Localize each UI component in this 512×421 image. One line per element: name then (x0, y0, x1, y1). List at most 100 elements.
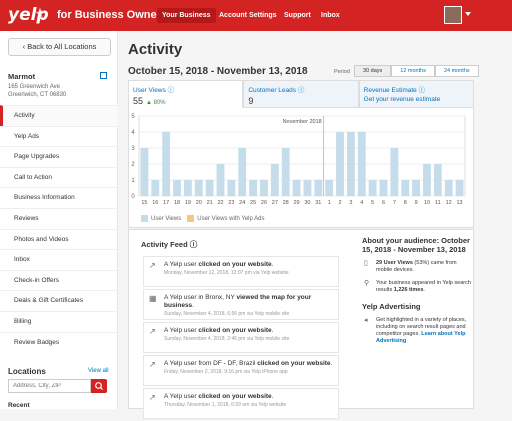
audience-search-row: ⚲ Your business appeared in Yelp search … (362, 280, 472, 294)
external-link-icon: ↗ (149, 261, 156, 270)
audience-search-post: . (423, 287, 425, 293)
period-label: Period (334, 69, 350, 75)
sidebar-item-deals[interactable]: Deals & Gift Certificates (0, 290, 118, 311)
mobile-icon: ▯ (364, 260, 368, 267)
sidebar-item-inbox[interactable]: Inbox (0, 249, 118, 270)
search-button[interactable] (91, 379, 107, 393)
stat-customer-leads[interactable]: Customer Leads ⓘ 9 (243, 80, 359, 108)
sidebar-item-check-in-offers[interactable]: Check-in Offers (0, 269, 118, 291)
sidebar-item-reviews[interactable]: Reviews (0, 207, 118, 229)
feed-item-meta: Monday, November 12, 2018, 12:07 pm via … (164, 270, 289, 276)
sidebar-item-page-upgrades[interactable]: Page Upgrades (0, 146, 118, 167)
x-tick-label: 24 (239, 200, 245, 206)
x-tick-label: 13 (457, 200, 463, 206)
stat-revenue-estimate[interactable]: Revenue Estimate ⓘ Get your revenue esti… (358, 80, 474, 108)
activity-feed-title: Activity Feed ⓘ (141, 239, 197, 250)
feed-item[interactable]: ↗ A Yelp user clicked on your website. Thu… (143, 388, 339, 419)
activity-feed-label: Activity Feed (141, 240, 188, 249)
audience-search-count: 1,226 times (393, 287, 424, 293)
feed-item-meta: Friday, November 2, 2018, 9:16 pm via Ye… (164, 369, 288, 375)
chevron-left-icon: ‹ (22, 42, 28, 51)
x-tick-label: 8 (404, 200, 407, 206)
legend-swatch-user-views (141, 215, 148, 222)
user-views-value: 55 (133, 96, 144, 106)
x-tick-label: 21 (207, 200, 213, 206)
x-tick-label: 17 (163, 200, 169, 206)
stat-user-views[interactable]: User Views ⓘ 55 ▲ 80% (128, 80, 244, 108)
bar (292, 180, 301, 196)
learn-yelp-advertising-link[interactable]: Learn about Yelp Advertising (376, 331, 466, 344)
feed-item[interactable]: ↗ A Yelp user clicked on your website. Mon… (143, 256, 339, 287)
period-30-days[interactable]: 30 days (354, 65, 392, 77)
sidebar-item-yelp-ads[interactable]: Yelp Ads (0, 125, 118, 147)
sidebar-item-business-information[interactable]: Business Information (0, 187, 118, 208)
audience-panel: About your audience: October 15, 2018 - … (362, 236, 472, 345)
chart-panel: 0 1 2 3 4 5 15 16 17 18 19 20 21 22 23 24 25 26 27 28 29 30 31… (128, 108, 474, 228)
chevron-down-icon[interactable] (465, 12, 471, 16)
feed-item-meta: Thursday, November 1, 2018, 6:59 am via … (164, 402, 287, 408)
external-link-icon: ↗ (149, 360, 156, 369)
x-tick-label: 7 (393, 200, 396, 206)
period-24-months[interactable]: 24 months (434, 65, 479, 77)
sidebar-item-call-to-action[interactable]: Call to Action (0, 166, 118, 188)
sidebar-menu: Activity Yelp Ads Page Upgrades Call to … (0, 105, 118, 352)
bar (303, 180, 312, 196)
feed-item-action: clicked on your website (198, 261, 272, 268)
legend-yelp-ads[interactable]: User Views with Yelp Ads (187, 215, 265, 222)
location-search-input[interactable] (8, 379, 91, 393)
brand-subtitle: for Business Owners (57, 9, 168, 21)
feed-item-pre: A Yelp user (164, 327, 199, 334)
x-tick-label: 5 (371, 200, 374, 206)
sidebar-item-photos-videos[interactable]: Photos and Videos (0, 228, 118, 250)
revenue-label: Revenue Estimate (363, 87, 417, 94)
main-content: Activity October 15, 2018 - November 13,… (118, 31, 512, 419)
sidebar-item-activity[interactable]: Activity (0, 105, 118, 126)
info-icon: ⓘ (167, 87, 175, 94)
bar (281, 148, 290, 196)
feed-item[interactable]: ↗ A Yelp user from DF - DF, Brazil clicke… (143, 355, 339, 386)
feed-item-post: . (271, 261, 274, 268)
bar (314, 180, 323, 196)
activity-feed-list: ↗ A Yelp user clicked on your website. Mon… (143, 256, 339, 421)
tab-your-business[interactable]: Your Business (157, 8, 216, 23)
tab-account-settings[interactable]: Account Settings (219, 12, 277, 19)
top-bar: yelp for Business Owners Your Business A… (0, 0, 512, 31)
feed-item[interactable]: ▦ A Yelp user in Bronx, NY viewed the map… (143, 289, 339, 320)
bar (162, 132, 171, 196)
x-tick-label: 20 (196, 200, 202, 206)
revenue-estimate-link[interactable]: Get your revenue estimate (363, 96, 441, 103)
sidebar-item-billing[interactable]: Billing (0, 310, 118, 332)
feed-item-text: A Yelp user from DF - DF, Brazil clicked… (164, 360, 334, 368)
bar (444, 180, 453, 196)
x-tick-label: 15 (141, 200, 147, 206)
back-button-label: Back to All Locations (27, 42, 97, 51)
legend-user-views[interactable]: User Views (141, 215, 181, 222)
yelp-advertising-row: ◂ Get highlighted in a variety of places… (362, 317, 472, 345)
x-tick-label: 22 (217, 200, 223, 206)
view-all-link[interactable]: View all (88, 368, 109, 374)
feed-item-text: A Yelp user in Bronx, NY viewed the map … (164, 294, 334, 310)
y-tick-label: 4 (131, 130, 135, 136)
info-icon: ⓘ (418, 87, 426, 94)
tab-support[interactable]: Support (284, 12, 311, 19)
x-tick-label: 25 (250, 200, 256, 206)
feed-item-pre: A Yelp user (164, 261, 199, 268)
x-tick-label: 28 (283, 200, 289, 206)
sidebar-item-review-badges[interactable]: Review Badges (0, 331, 118, 353)
external-link-icon[interactable] (100, 72, 107, 79)
sidebar: ‹ Back to All Locations Marmot 165 Green… (0, 31, 118, 409)
back-to-all-locations-button[interactable]: ‹ Back to All Locations (8, 38, 111, 56)
period-12-months[interactable]: 12 months (391, 65, 435, 77)
x-tick-label: 23 (228, 200, 234, 206)
yelp-logo[interactable]: yelp (8, 5, 49, 25)
feed-item-text: A Yelp user clicked on your website. (164, 261, 334, 269)
tab-inbox[interactable]: Inbox (321, 12, 340, 19)
address-line-1: 165 Greenwich Ave (8, 84, 60, 90)
bar (249, 180, 258, 196)
feed-item-action: clicked on your website (198, 393, 272, 400)
avatar[interactable] (444, 6, 462, 24)
feed-item-meta: Sunday, November 4, 2018, 2:45 pm via Ye… (164, 336, 290, 342)
bar (325, 180, 334, 196)
feed-item[interactable]: ↗ A Yelp user clicked on your website. Sun… (143, 322, 339, 353)
